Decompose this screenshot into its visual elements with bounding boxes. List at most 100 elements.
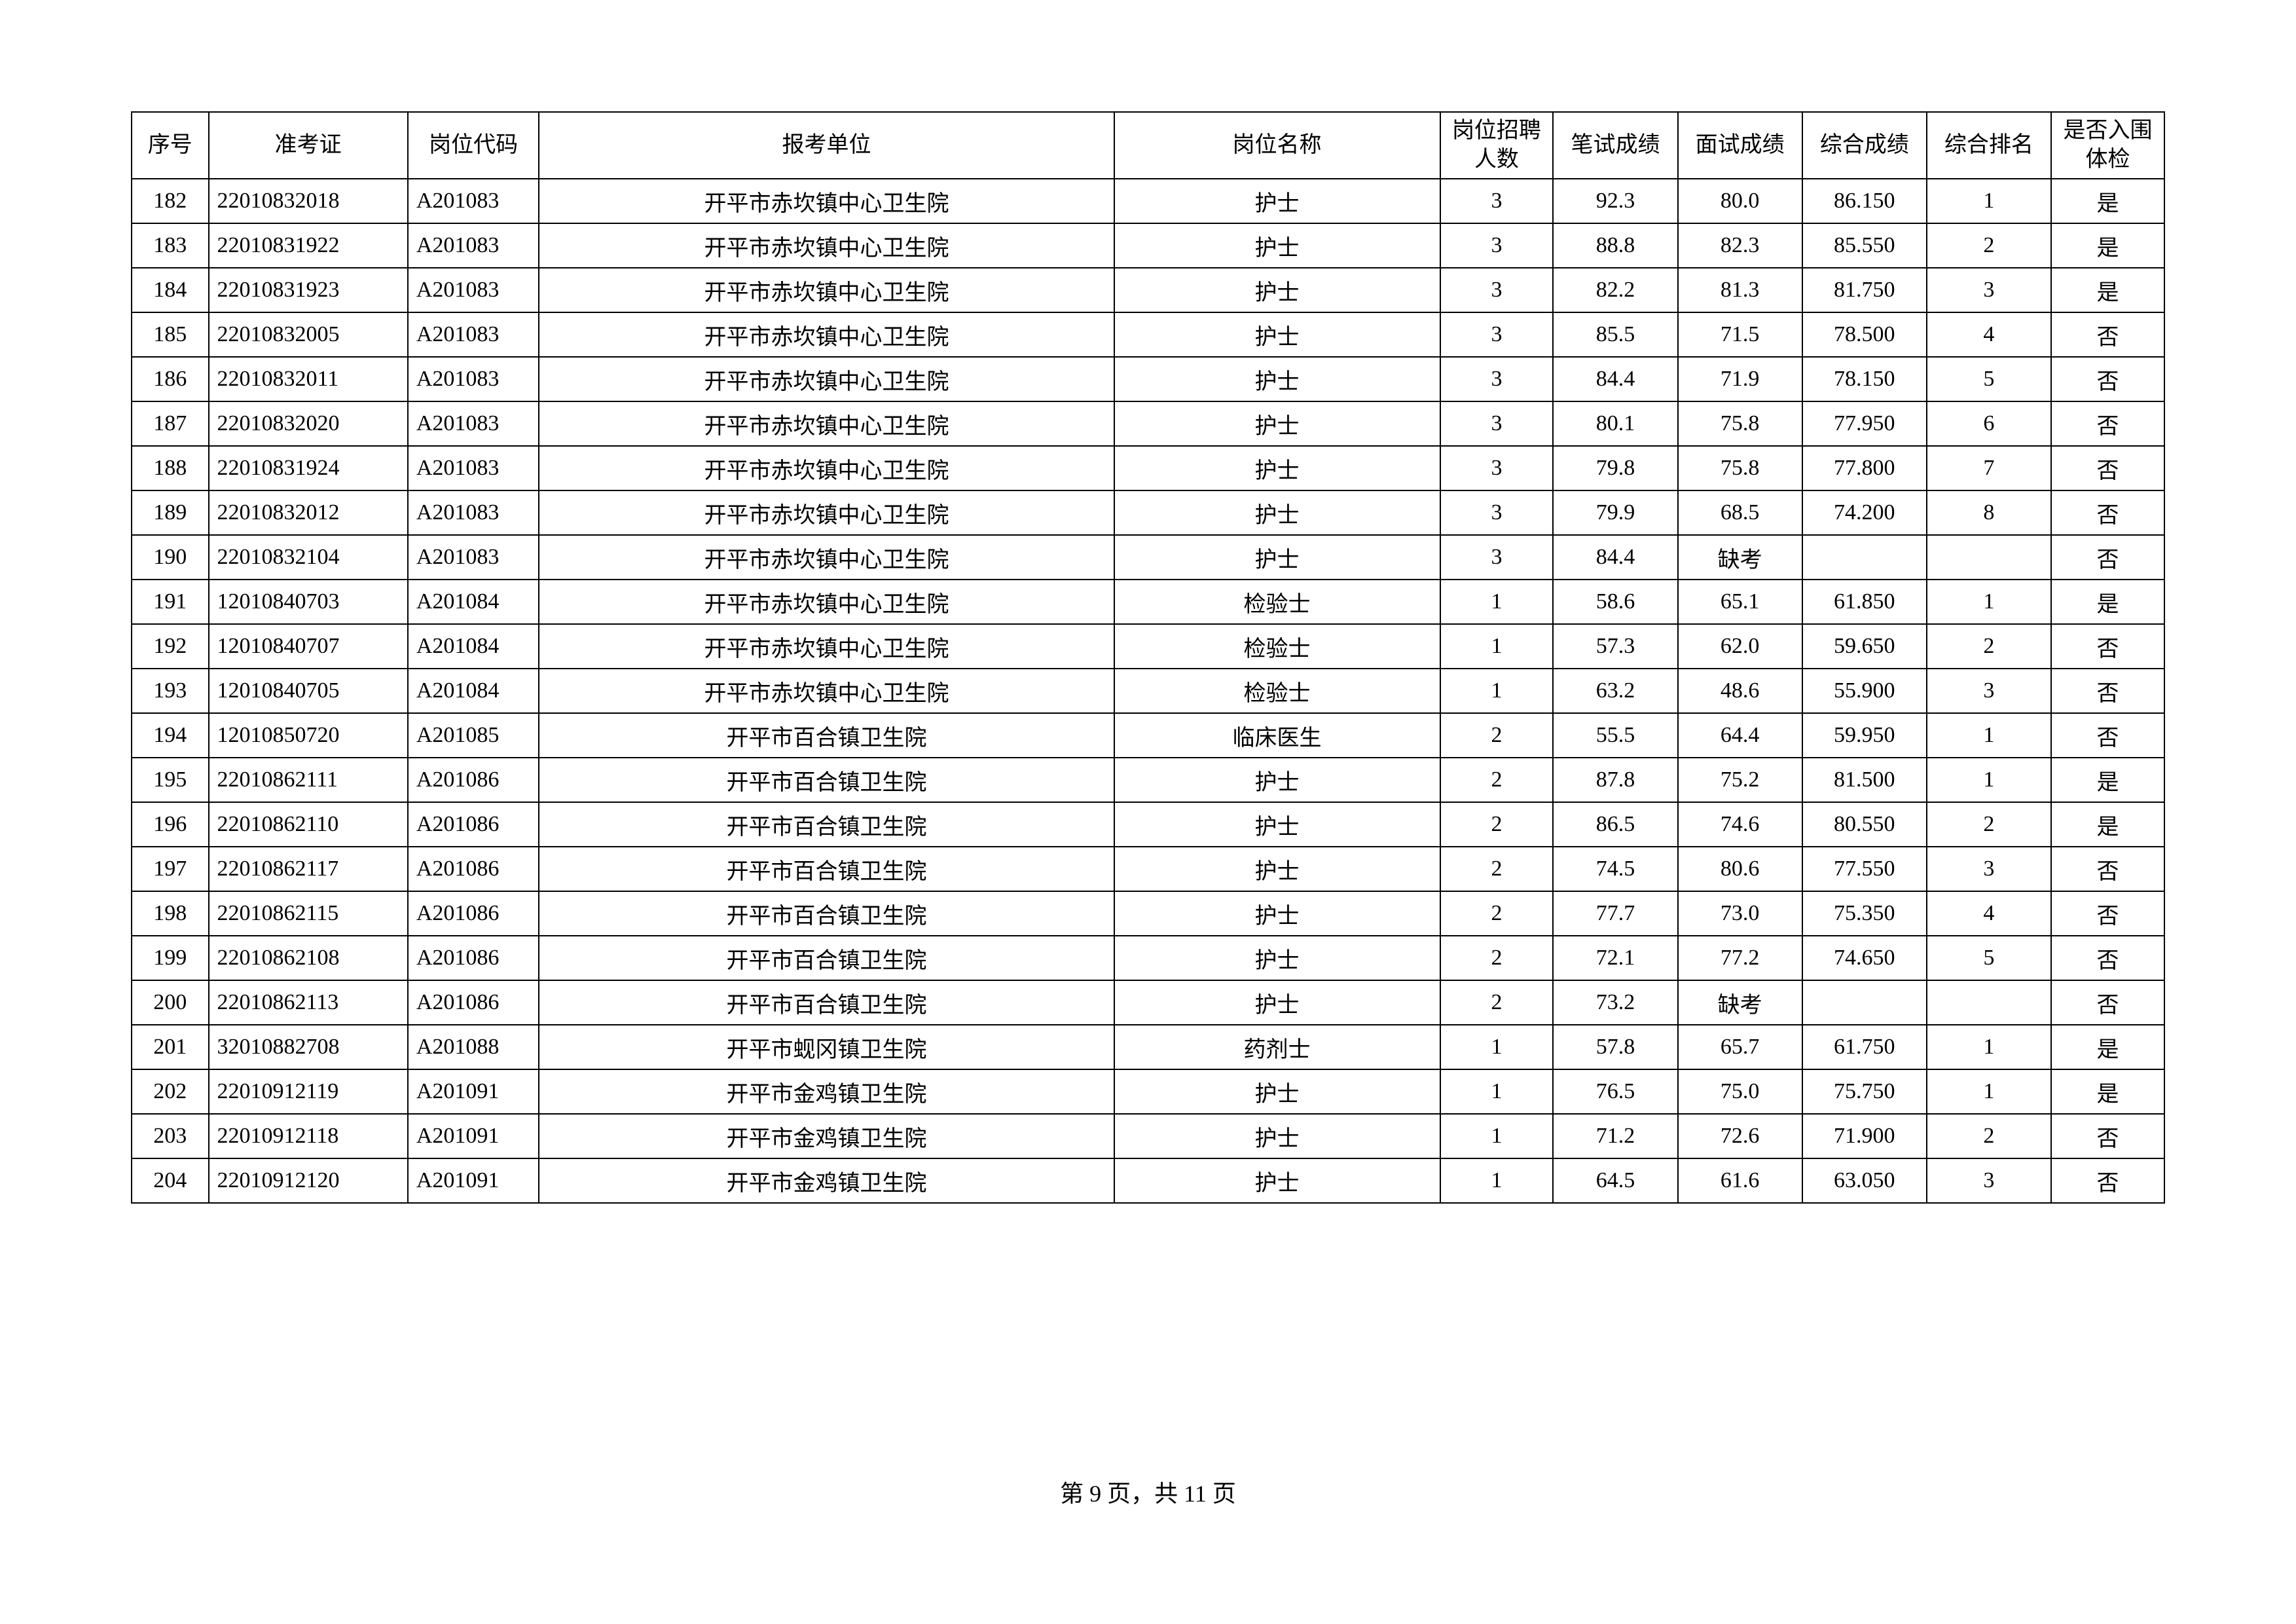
cell-seq: 182 — [132, 179, 209, 223]
cell-rank: 3 — [1927, 847, 2051, 891]
cell-total: 80.550 — [1802, 802, 1927, 847]
cell-exam_no: 22010831924 — [209, 446, 408, 490]
cell-exam_no: 22010912118 — [209, 1114, 408, 1158]
cell-unit: 开平市百合镇卫生院 — [539, 713, 1114, 758]
cell-quota: 2 — [1440, 713, 1554, 758]
cell-total: 74.200 — [1802, 490, 1927, 535]
cell-written: 79.9 — [1553, 490, 1677, 535]
cell-interview: 80.6 — [1678, 847, 1802, 891]
table-row: 19722010862117A201086开平市百合镇卫生院护士274.580.… — [132, 847, 2164, 891]
cell-unit: 开平市金鸡镇卫生院 — [539, 1158, 1114, 1203]
cell-unit: 开平市赤坎镇中心卫生院 — [539, 446, 1114, 490]
cell-quota: 1 — [1440, 1025, 1554, 1069]
cell-interview: 75.0 — [1678, 1069, 1802, 1114]
cell-written: 92.3 — [1553, 179, 1677, 223]
cell-rank: 2 — [1927, 802, 2051, 847]
cell-rank: 2 — [1927, 223, 2051, 268]
cell-pos_name: 护士 — [1114, 891, 1440, 936]
cell-exam_no: 22010832020 — [209, 401, 408, 446]
cell-unit: 开平市赤坎镇中心卫生院 — [539, 490, 1114, 535]
table-row: 20022010862113A201086开平市百合镇卫生院护士273.2缺考否 — [132, 980, 2164, 1025]
cell-pass: 是 — [2051, 758, 2164, 802]
cell-exam_no: 12010840705 — [209, 669, 408, 713]
cell-pos_name: 护士 — [1114, 802, 1440, 847]
cell-exam_no: 22010831923 — [209, 268, 408, 312]
cell-unit: 开平市赤坎镇中心卫生院 — [539, 357, 1114, 401]
cell-seq: 196 — [132, 802, 209, 847]
cell-exam_no: 22010862108 — [209, 936, 408, 980]
cell-interview: 77.2 — [1678, 936, 1802, 980]
cell-exam_no: 22010912120 — [209, 1158, 408, 1203]
cell-unit: 开平市赤坎镇中心卫生院 — [539, 535, 1114, 580]
cell-pos_name: 护士 — [1114, 1114, 1440, 1158]
table-row: 18622010832011A201083开平市赤坎镇中心卫生院护士384.47… — [132, 357, 2164, 401]
table-row: 20322010912118A201091开平市金鸡镇卫生院护士171.272.… — [132, 1114, 2164, 1158]
cell-unit: 开平市赤坎镇中心卫生院 — [539, 268, 1114, 312]
table-row: 18822010831924A201083开平市赤坎镇中心卫生院护士379.87… — [132, 446, 2164, 490]
cell-seq: 204 — [132, 1158, 209, 1203]
cell-pos_code: A201083 — [408, 401, 539, 446]
cell-pos_code: A201083 — [408, 179, 539, 223]
cell-written: 57.3 — [1553, 624, 1677, 669]
cell-pos_code: A201091 — [408, 1158, 539, 1203]
cell-pass: 否 — [2051, 669, 2164, 713]
cell-interview: 75.2 — [1678, 758, 1802, 802]
cell-interview: 73.0 — [1678, 891, 1802, 936]
cell-pos_name: 护士 — [1114, 1069, 1440, 1114]
cell-rank: 4 — [1927, 891, 2051, 936]
cell-total: 77.800 — [1802, 446, 1927, 490]
cell-total: 61.850 — [1802, 580, 1927, 624]
cell-written: 55.5 — [1553, 713, 1677, 758]
cell-quota: 2 — [1440, 936, 1554, 980]
cell-written: 80.1 — [1553, 401, 1677, 446]
cell-rank: 1 — [1927, 580, 2051, 624]
cell-pos_name: 护士 — [1114, 357, 1440, 401]
cell-quota: 3 — [1440, 223, 1554, 268]
cell-written: 64.5 — [1553, 1158, 1677, 1203]
cell-pass: 否 — [2051, 624, 2164, 669]
cell-total: 71.900 — [1802, 1114, 1927, 1158]
cell-pos_code: A201083 — [408, 357, 539, 401]
cell-pass: 是 — [2051, 223, 2164, 268]
cell-interview: 71.9 — [1678, 357, 1802, 401]
cell-rank: 2 — [1927, 624, 2051, 669]
cell-total: 63.050 — [1802, 1158, 1927, 1203]
cell-pass: 是 — [2051, 580, 2164, 624]
cell-seq: 201 — [132, 1025, 209, 1069]
cell-seq: 189 — [132, 490, 209, 535]
cell-seq: 185 — [132, 312, 209, 357]
cell-total: 81.750 — [1802, 268, 1927, 312]
cell-pos_code: A201084 — [408, 624, 539, 669]
cell-written: 77.7 — [1553, 891, 1677, 936]
cell-pass: 是 — [2051, 802, 2164, 847]
table-row: 19212010840707A201084开平市赤坎镇中心卫生院检验士157.3… — [132, 624, 2164, 669]
cell-quota: 3 — [1440, 312, 1554, 357]
cell-pass: 否 — [2051, 446, 2164, 490]
cell-rank: 2 — [1927, 1114, 2051, 1158]
table-row: 18722010832020A201083开平市赤坎镇中心卫生院护士380.17… — [132, 401, 2164, 446]
cell-exam_no: 22010862117 — [209, 847, 408, 891]
cell-total: 75.350 — [1802, 891, 1927, 936]
cell-quota: 2 — [1440, 758, 1554, 802]
cell-seq: 191 — [132, 580, 209, 624]
cell-rank: 6 — [1927, 401, 2051, 446]
cell-pass: 否 — [2051, 1158, 2164, 1203]
page-footer: 第 9 页，共 11 页 — [0, 1475, 2296, 1509]
table-row: 19412010850720A201085开平市百合镇卫生院临床医生255.56… — [132, 713, 2164, 758]
cell-total: 77.950 — [1802, 401, 1927, 446]
cell-total: 86.150 — [1802, 179, 1927, 223]
cell-interview: 81.3 — [1678, 268, 1802, 312]
header-unit: 报考单位 — [539, 112, 1114, 179]
cell-pos_code: A201083 — [408, 268, 539, 312]
cell-pos_name: 护士 — [1114, 312, 1440, 357]
cell-total: 75.750 — [1802, 1069, 1927, 1114]
cell-unit: 开平市百合镇卫生院 — [539, 936, 1114, 980]
cell-pos_name: 护士 — [1114, 980, 1440, 1025]
cell-written: 82.2 — [1553, 268, 1677, 312]
cell-unit: 开平市赤坎镇中心卫生院 — [539, 312, 1114, 357]
cell-quota: 1 — [1440, 1069, 1554, 1114]
cell-exam_no: 12010840703 — [209, 580, 408, 624]
cell-interview: 缺考 — [1678, 980, 1802, 1025]
cell-rank: 7 — [1927, 446, 2051, 490]
cell-pass: 否 — [2051, 980, 2164, 1025]
